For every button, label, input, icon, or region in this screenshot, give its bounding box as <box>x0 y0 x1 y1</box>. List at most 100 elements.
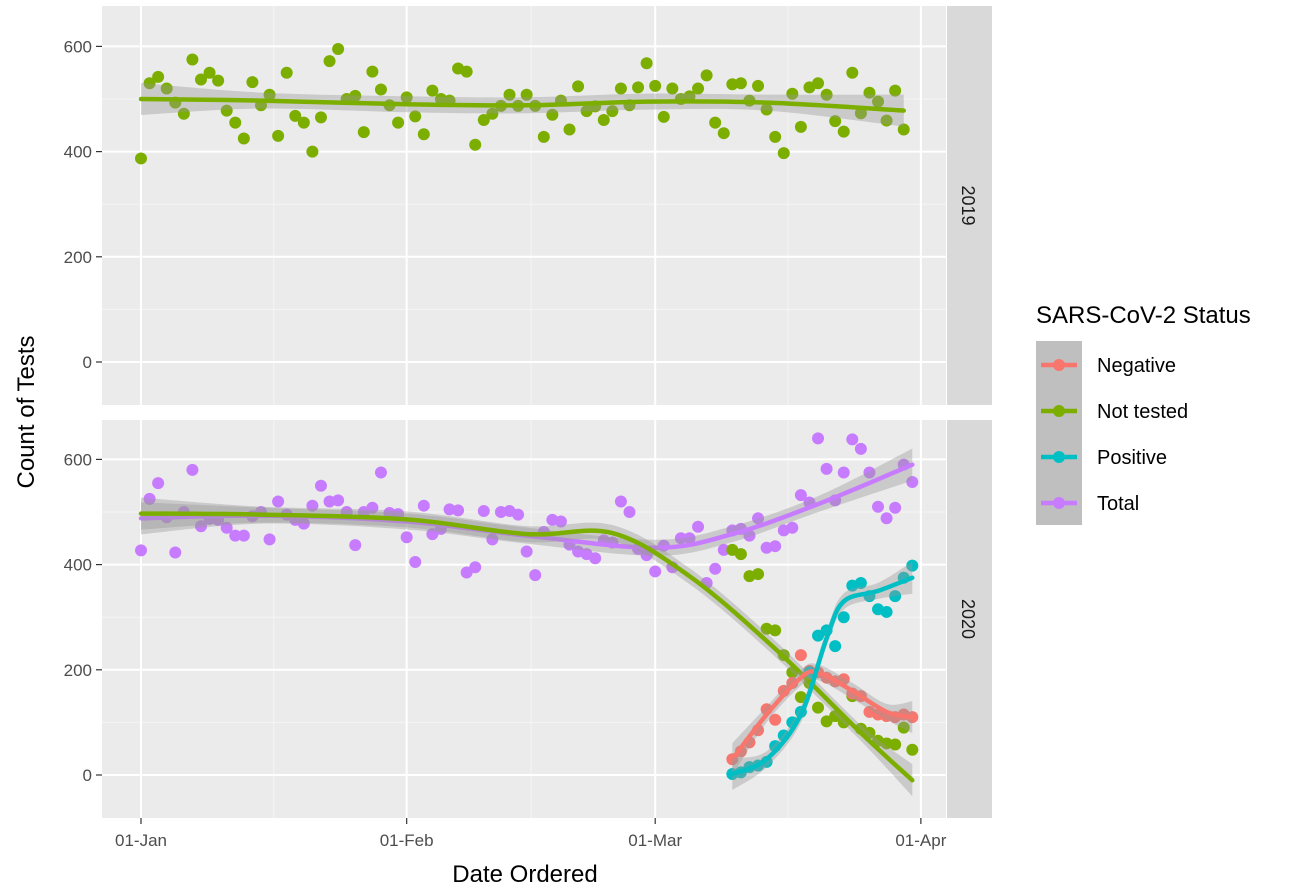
data-point <box>863 86 876 99</box>
data-point <box>614 82 627 95</box>
y-tick-label: 200 <box>64 661 92 680</box>
data-point <box>872 500 885 513</box>
x-tick-label: 01-Feb <box>380 831 434 850</box>
data-point <box>349 539 362 552</box>
data-point <box>640 549 653 562</box>
smooth-curve <box>730 575 915 777</box>
data-point <box>820 88 833 101</box>
data-point <box>520 88 533 101</box>
data-point <box>863 466 876 479</box>
data-point <box>220 104 233 117</box>
data-point <box>820 462 833 475</box>
data-point <box>237 529 250 542</box>
data-point <box>692 520 705 533</box>
data-point <box>906 476 919 489</box>
data-point <box>477 114 490 127</box>
data-point <box>177 107 190 120</box>
legend-item-total: Total <box>1037 481 1139 525</box>
data-point <box>709 562 722 575</box>
data-point <box>426 528 439 541</box>
data-point <box>880 512 893 525</box>
data-point <box>889 590 902 603</box>
data-point <box>854 577 867 590</box>
smooth-line-not-tested <box>138 497 915 797</box>
data-point <box>409 110 422 123</box>
data-point <box>829 640 842 653</box>
data-point <box>666 82 679 95</box>
data-point <box>846 433 859 446</box>
data-point <box>152 70 165 83</box>
data-point <box>366 501 379 514</box>
legend-label: Negative <box>1097 355 1176 377</box>
data-point <box>794 649 807 662</box>
data-point <box>897 123 910 136</box>
x-axis-title: Date Ordered <box>452 861 597 888</box>
data-point <box>906 743 919 756</box>
data-point <box>332 43 345 56</box>
legend-title: SARS-CoV-2 Status <box>1036 302 1251 329</box>
y-tick-label: 400 <box>64 143 92 162</box>
data-point <box>460 566 473 579</box>
data-point <box>374 466 387 479</box>
y-tick-label: 600 <box>64 450 92 469</box>
data-point <box>323 55 336 68</box>
data-point <box>289 109 302 122</box>
data-point <box>606 105 619 118</box>
data-point <box>460 65 473 78</box>
data-point <box>357 126 370 139</box>
legend-label: Positive <box>1097 447 1167 469</box>
legend-item-not-tested: Not tested <box>1037 389 1188 433</box>
data-point <box>769 624 782 637</box>
data-point <box>769 713 782 726</box>
data-point <box>872 95 885 108</box>
legend-label: Total <box>1097 493 1139 515</box>
data-point <box>160 82 173 95</box>
data-point <box>632 81 645 94</box>
facet-panel-2020: 0 200 400 600 2020 <box>64 420 992 818</box>
data-point <box>297 517 310 530</box>
data-point <box>152 477 165 490</box>
chart-panels: 0 200 400 600 2019 0 200 400 600 2020 <box>64 6 992 818</box>
facet-strip-label: 2019 <box>958 185 978 225</box>
data-point <box>314 479 327 492</box>
data-point <box>220 521 233 534</box>
data-point <box>837 125 850 138</box>
data-point <box>837 611 850 624</box>
data-point <box>854 442 867 455</box>
data-point <box>263 88 276 101</box>
data-point <box>272 129 285 142</box>
data-point <box>734 548 747 561</box>
data-point <box>246 76 259 89</box>
data-point <box>880 114 893 127</box>
data-point <box>769 130 782 143</box>
data-point <box>349 89 362 102</box>
data-point <box>889 738 902 751</box>
data-point <box>812 701 825 714</box>
data-point <box>512 508 525 521</box>
data-point <box>263 533 276 546</box>
y-tick-label: 0 <box>83 353 92 372</box>
data-point <box>306 145 319 158</box>
data-point <box>374 83 387 96</box>
y-tick-label: 0 <box>83 766 92 785</box>
data-point <box>786 87 799 100</box>
data-point <box>486 533 499 546</box>
legend-item-negative: Negative <box>1037 343 1176 387</box>
data-point <box>272 495 285 508</box>
data-point <box>469 138 482 151</box>
data-point <box>400 91 413 104</box>
data-point <box>563 123 576 136</box>
data-point <box>657 110 670 123</box>
smooth-curve <box>138 511 915 783</box>
series-points-total <box>135 432 919 590</box>
data-point <box>186 463 199 476</box>
smooth-line-not-tested <box>138 83 906 127</box>
data-point <box>769 540 782 553</box>
data-point <box>143 492 156 505</box>
data-point <box>734 77 747 90</box>
data-point <box>794 691 807 704</box>
facet-strip <box>947 6 992 405</box>
data-point <box>794 489 807 502</box>
data-point <box>812 629 825 642</box>
data-point <box>700 69 713 82</box>
